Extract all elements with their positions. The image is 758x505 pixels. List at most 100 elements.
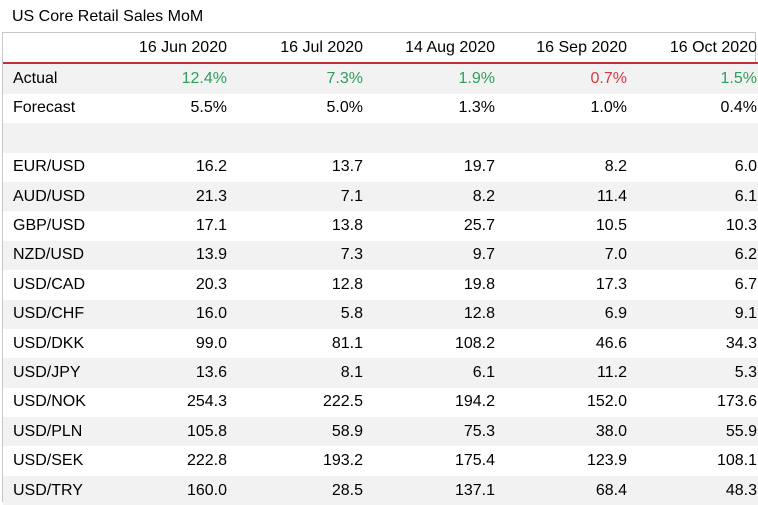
row-label: EUR/USD: [3, 152, 109, 182]
table-cell: 105.8: [109, 417, 227, 447]
table-cell: 7.3%: [227, 63, 363, 94]
table-cell: 13.8: [227, 211, 363, 241]
table-cell: 13.6: [109, 358, 227, 388]
row-label: USD/CAD: [3, 270, 109, 300]
table-cell: 0.4%: [627, 93, 758, 124]
table-cell: 8.1: [227, 358, 363, 388]
table-cell: 1.0%: [495, 93, 627, 124]
row-label: USD/DKK: [3, 328, 109, 359]
row-label: Forecast: [3, 93, 109, 124]
table-row: USD/SEK 222.8 193.2 175.4 123.9 108.1: [3, 446, 758, 476]
table-cell: 13.7: [227, 152, 363, 182]
column-header: 16 Oct 2020: [627, 33, 758, 65]
row-label: Actual: [3, 63, 109, 94]
table-row: NZD/USD 13.9 7.3 9.7 7.0 6.2: [3, 240, 758, 271]
row-label: GBP/USD: [3, 211, 109, 241]
table-cell: 9.7: [363, 240, 495, 271]
table-cell: 12.8: [363, 299, 495, 329]
table-cell: 254.3: [109, 387, 227, 418]
table-cell: 193.2: [227, 446, 363, 476]
table-cell: 6.1: [627, 181, 758, 212]
row-label: AUD/USD: [3, 181, 109, 212]
table-cell: 99.0: [109, 328, 227, 359]
table-cell: 6.7: [627, 270, 758, 300]
row-label: USD/PLN: [3, 417, 109, 447]
table-cell: [627, 123, 758, 153]
header-corner: [3, 33, 109, 65]
row-label: USD/TRY: [3, 475, 109, 505]
table-row: USD/CHF 16.0 5.8 12.8 6.9 9.1: [3, 299, 758, 329]
table-cell: 12.8: [227, 270, 363, 300]
table-cell: 0.7%: [495, 63, 627, 94]
table-cell: 6.0: [627, 152, 758, 182]
data-table: 16 Jun 2020 16 Jul 2020 14 Aug 2020 16 S…: [3, 33, 758, 505]
table-cell: 48.3: [627, 475, 758, 505]
table-cell: 10.5: [495, 211, 627, 241]
data-table-container: 16 Jun 2020 16 Jul 2020 14 Aug 2020 16 S…: [2, 32, 758, 505]
table-cell: 75.3: [363, 417, 495, 447]
table-cell: 55.9: [627, 417, 758, 447]
table-cell: 58.9: [227, 417, 363, 447]
table-cell: 194.2: [363, 387, 495, 418]
row-label: USD/SEK: [3, 446, 109, 476]
table-cell: 5.5%: [109, 93, 227, 124]
table-cell: 34.3: [627, 328, 758, 359]
table-cell: 5.8: [227, 299, 363, 329]
table-cell: 108.2: [363, 328, 495, 359]
table-row: Forecast 5.5% 5.0% 1.3% 1.0% 0.4%: [3, 93, 758, 124]
column-header: 16 Jul 2020: [227, 33, 363, 65]
table-cell: 8.2: [363, 181, 495, 212]
table-row: GBP/USD 17.1 13.8 25.7 10.5 10.3: [3, 211, 758, 241]
table-row: USD/CAD 20.3 12.8 19.8 17.3 6.7: [3, 270, 758, 300]
table-cell: 16.2: [109, 152, 227, 182]
table-cell: 28.5: [227, 475, 363, 505]
table-cell: 68.4: [495, 475, 627, 505]
table-cell: 9.1: [627, 299, 758, 329]
table-cell: 25.7: [363, 211, 495, 241]
table-row: USD/DKK 99.0 81.1 108.2 46.6 34.3: [3, 328, 758, 359]
table-cell: 10.3: [627, 211, 758, 241]
table-row: USD/JPY 13.6 8.1 6.1 11.2 5.3: [3, 358, 758, 388]
table-cell: [495, 123, 627, 153]
table-cell: 38.0: [495, 417, 627, 447]
table-cell: 1.9%: [363, 63, 495, 94]
table-cell: 7.3: [227, 240, 363, 271]
table-row: AUD/USD 21.3 7.1 8.2 11.4 6.1: [3, 181, 758, 212]
column-header: 16 Jun 2020: [109, 33, 227, 65]
table-cell: 81.1: [227, 328, 363, 359]
table-cell: 7.1: [227, 181, 363, 212]
column-header: 16 Sep 2020: [495, 33, 627, 65]
table-cell: 5.3: [627, 358, 758, 388]
table-cell: 123.9: [495, 446, 627, 476]
row-label: USD/JPY: [3, 358, 109, 388]
table-cell: 13.9: [109, 240, 227, 271]
table-cell: 17.3: [495, 270, 627, 300]
table-cell: 12.4%: [109, 63, 227, 94]
table-row: USD/TRY 160.0 28.5 137.1 68.4 48.3: [3, 475, 758, 505]
table-row: [3, 123, 758, 153]
table-row: EUR/USD 16.2 13.7 19.7 8.2 6.0: [3, 152, 758, 182]
table-cell: 20.3: [109, 270, 227, 300]
table-cell: 137.1: [363, 475, 495, 505]
table-cell: 8.2: [495, 152, 627, 182]
table-cell: 222.5: [227, 387, 363, 418]
table-cell: 222.8: [109, 446, 227, 476]
table-cell: 108.1: [627, 446, 758, 476]
table-body: Actual 12.4% 7.3% 1.9% 0.7% 1.5% Forecast 5.5% 5…: [3, 63, 758, 505]
table-row: USD/PLN 105.8 58.9 75.3 38.0 55.9: [3, 417, 758, 447]
chart-title: US Core Retail Sales MoM: [12, 8, 204, 25]
table-cell: 19.8: [363, 270, 495, 300]
table-cell: [227, 123, 363, 153]
row-label: USD/NOK: [3, 387, 109, 418]
table-row: Actual 12.4% 7.3% 1.9% 0.7% 1.5%: [3, 63, 758, 94]
table-cell: 11.4: [495, 181, 627, 212]
table-cell: 6.9: [495, 299, 627, 329]
row-label: [3, 123, 109, 153]
table-cell: 173.6: [627, 387, 758, 418]
table-cell: 6.2: [627, 240, 758, 271]
table-cell: 1.3%: [363, 93, 495, 124]
column-header: 14 Aug 2020: [363, 33, 495, 65]
table-cell: [109, 123, 227, 153]
table-cell: 17.1: [109, 211, 227, 241]
table-cell: 46.6: [495, 328, 627, 359]
